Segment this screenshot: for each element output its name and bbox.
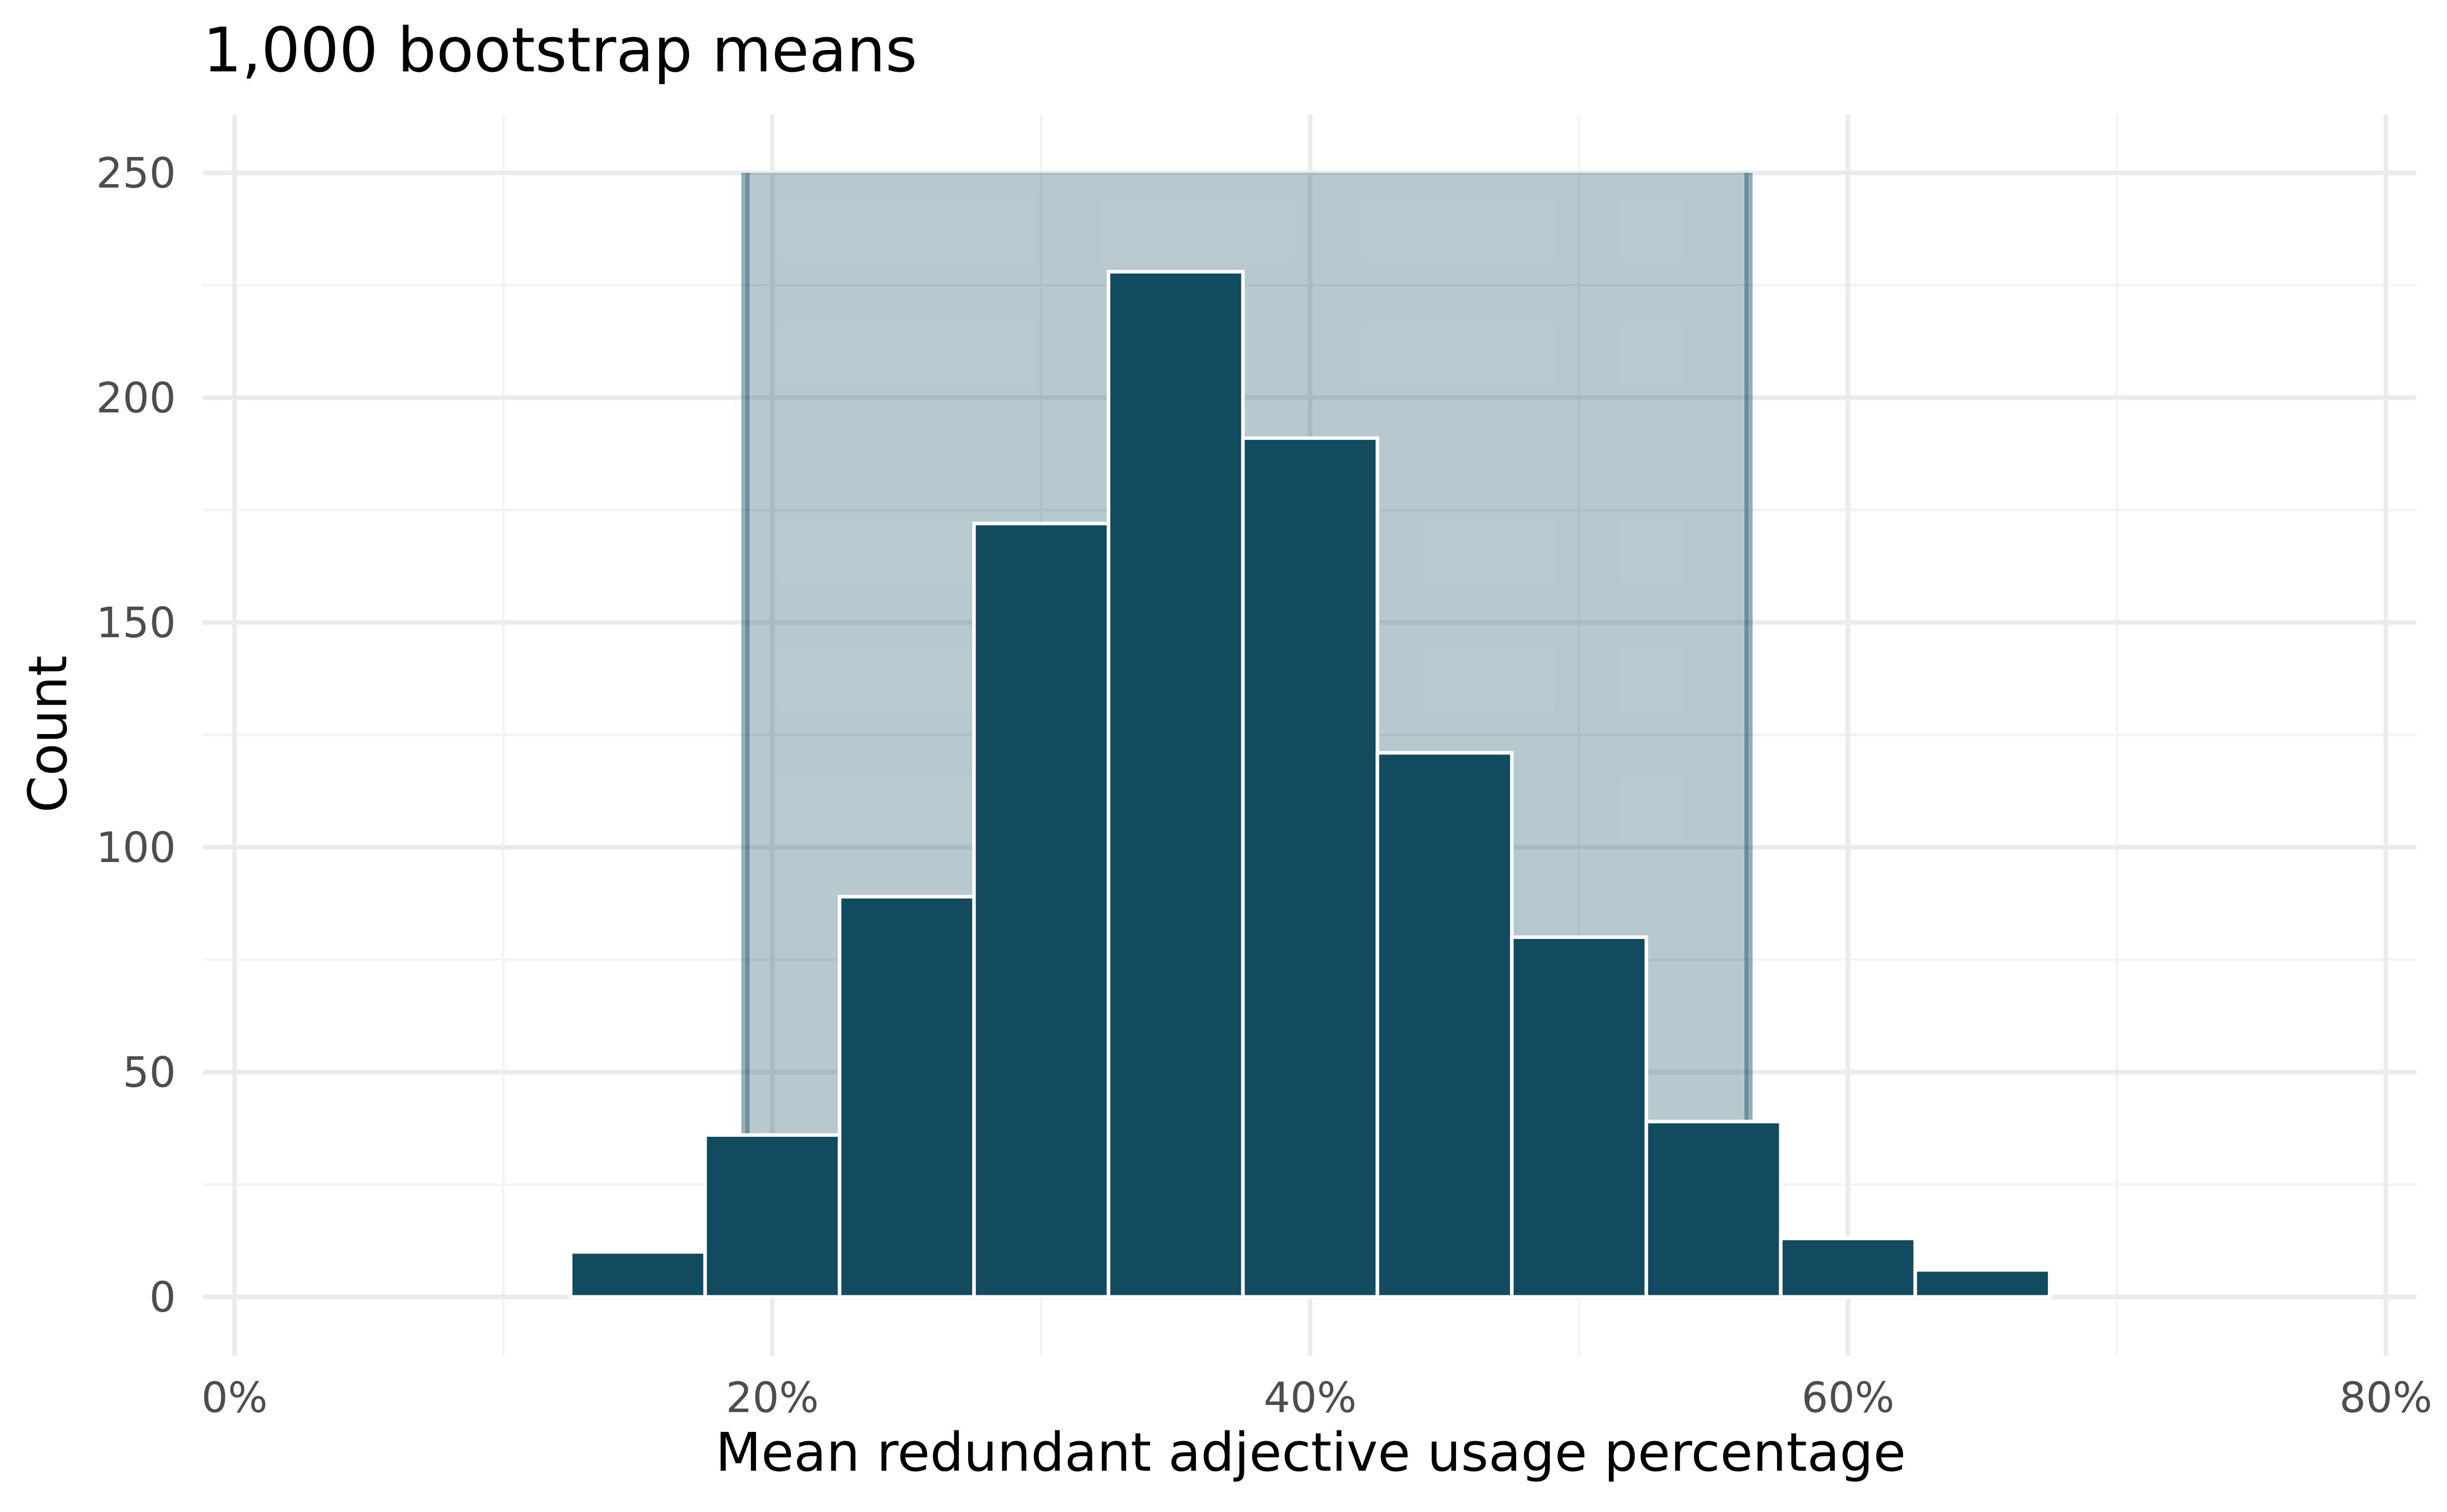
histogram-bar [1375, 751, 1514, 1299]
histogram-bar [1241, 436, 1379, 1299]
y-axis-title: Count [17, 656, 79, 813]
histogram-bar [1644, 1119, 1783, 1299]
x-axis-ticks: 0% 20% 40% 60% 80% [201, 1374, 2432, 1422]
histogram-bars [568, 270, 2052, 1299]
x-axis-title: Mean redundant adjective usage percentag… [715, 1421, 1906, 1483]
y-tick-label: 100 [96, 824, 176, 872]
y-tick-label: 250 [96, 149, 176, 198]
histogram-bar [1913, 1268, 2052, 1299]
y-axis-ticks: 0 50 100 150 200 250 [96, 149, 176, 1322]
histogram-bar [1510, 935, 1648, 1299]
x-tick-label: 20% [726, 1374, 819, 1422]
histogram-bar [703, 1133, 842, 1299]
histogram-bar [568, 1250, 707, 1299]
histogram-bar [1106, 270, 1245, 1299]
y-tick-label: 0 [149, 1273, 176, 1322]
y-tick-label: 50 [123, 1049, 176, 1097]
x-tick-label: 80% [2339, 1374, 2432, 1422]
y-tick-label: 200 [96, 374, 176, 423]
histogram-bar [838, 895, 976, 1299]
histogram-bar [1779, 1236, 1917, 1299]
x-tick-label: 60% [1802, 1374, 1894, 1422]
histogram-bar [972, 522, 1110, 1299]
y-tick-label: 150 [96, 599, 176, 647]
x-tick-label: 0% [201, 1374, 268, 1422]
x-tick-label: 40% [1264, 1374, 1357, 1422]
chart-title: 1,000 bootstrap means [203, 15, 917, 86]
